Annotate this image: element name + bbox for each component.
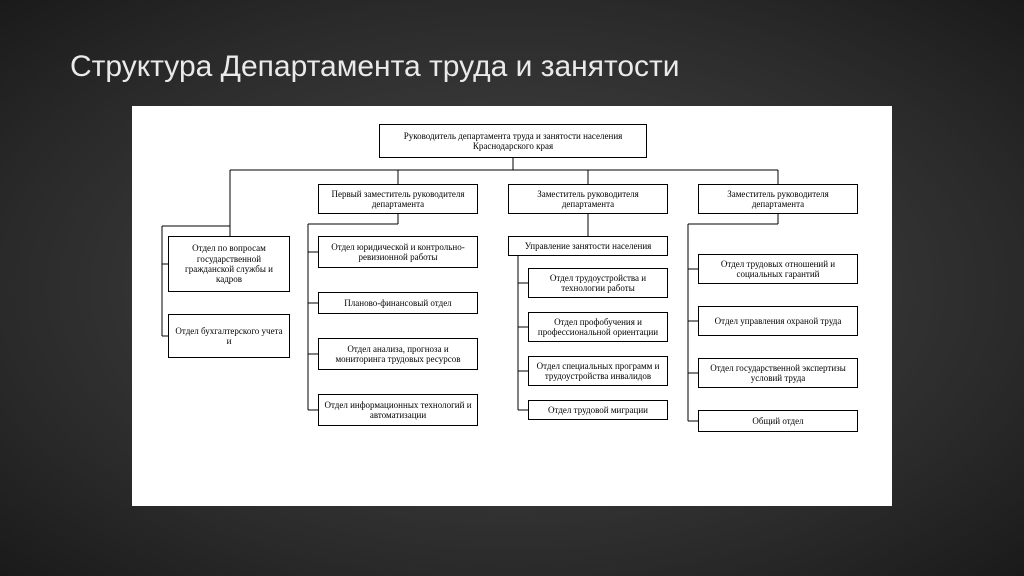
org-node-c2a: Отдел юридической и контрольно-ревизионн… (318, 236, 478, 268)
org-node-c3b: Отдел трудоустройства и технологии работ… (528, 268, 668, 298)
org-node-c3: Заместитель руководителя департамента (508, 184, 668, 214)
org-chart: Руководитель департамента труда и занято… (132, 106, 892, 506)
org-node-c4d: Общий отдел (698, 410, 858, 432)
slide: Структура Департамента труда и занятости… (0, 0, 1024, 576)
org-node-c3a: Управление занятости населения (508, 236, 668, 256)
org-node-c4a: Отдел трудовых отношений и социальных га… (698, 254, 858, 284)
org-node-c2c: Отдел анализа, прогноза и мониторинга тр… (318, 338, 478, 370)
org-node-c2d: Отдел информационных технологий и автома… (318, 394, 478, 426)
org-node-c4c: Отдел государственной экспертизы условий… (698, 358, 858, 388)
org-node-c3c: Отдел профобучения и профессиональной ор… (528, 312, 668, 342)
org-node-c1b: Отдел бухгалтерского учета и (168, 314, 290, 358)
org-node-root: Руководитель департамента труда и занято… (379, 124, 647, 158)
org-node-c3e: Отдел трудовой миграции (528, 400, 668, 420)
org-node-c4: Заместитель руководителя департамента (698, 184, 858, 214)
org-node-c2: Первый заместитель руководителя департам… (318, 184, 478, 214)
org-node-c1a: Отдел по вопросам государственной гражда… (168, 236, 290, 292)
org-node-c2b: Планово-финансовый отдел (318, 292, 478, 314)
slide-title: Структура Департамента труда и занятости (70, 50, 954, 84)
org-node-c4b: Отдел управления охраной труда (698, 306, 858, 336)
org-node-c3d: Отдел специальных программ и трудоустрой… (528, 356, 668, 386)
